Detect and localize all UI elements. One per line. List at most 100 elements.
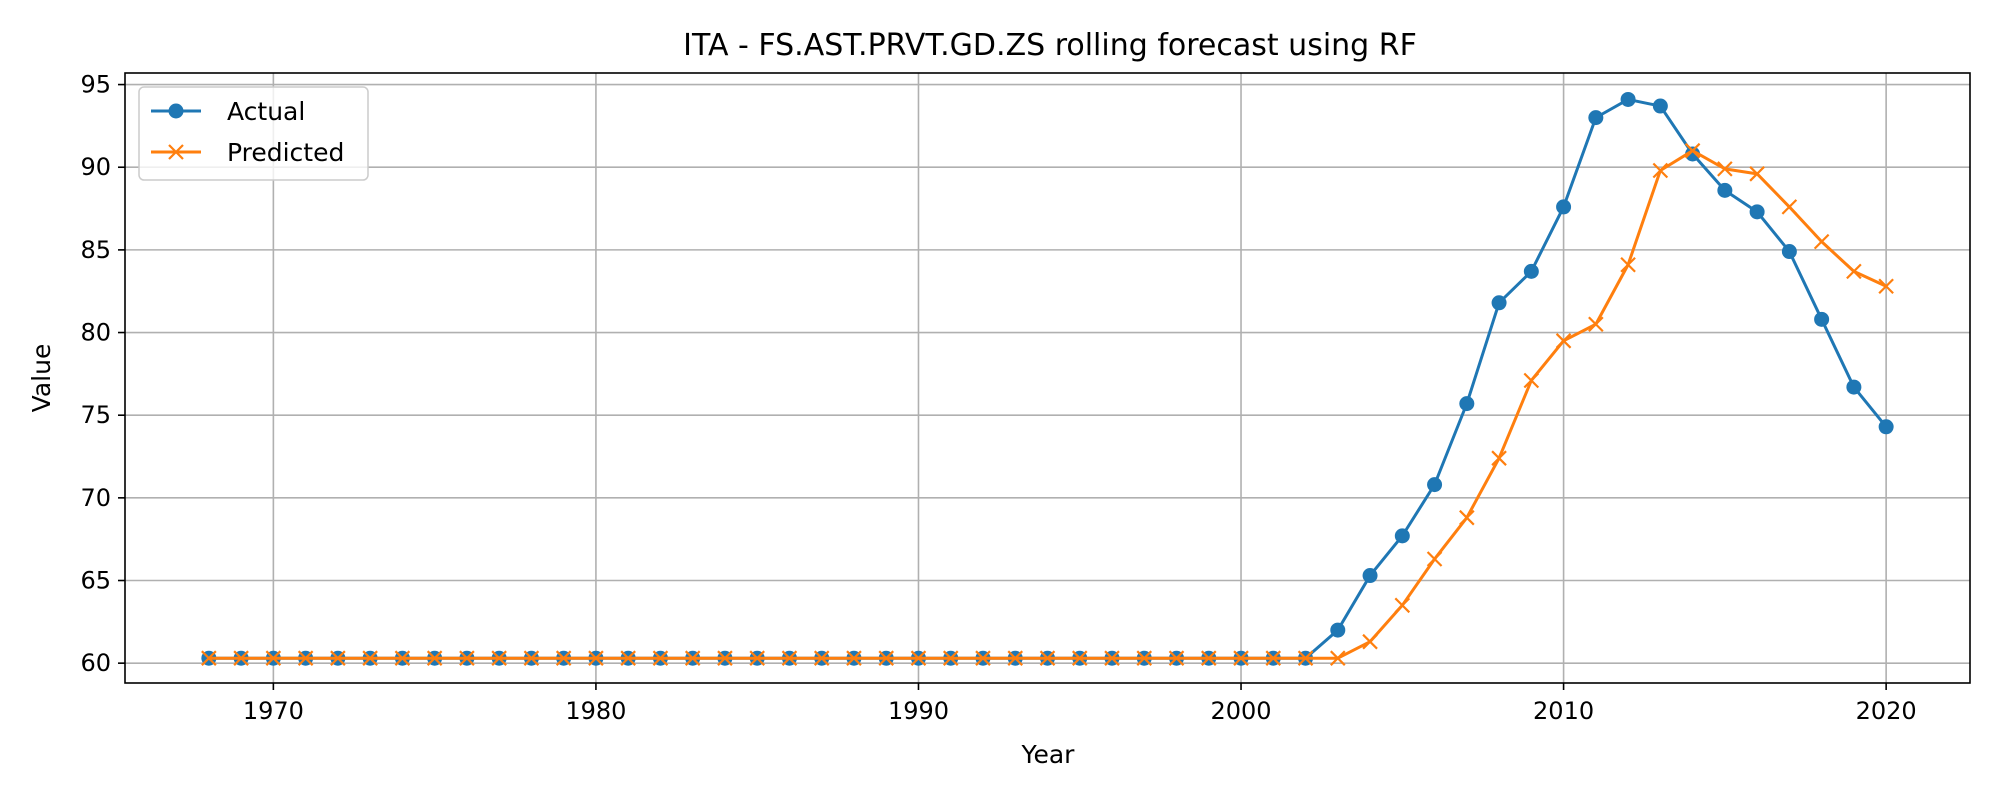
data-point xyxy=(1201,650,1217,666)
data-point xyxy=(684,650,701,666)
data-point xyxy=(1459,509,1475,526)
data-point xyxy=(1136,650,1153,666)
data-point xyxy=(1652,98,1668,114)
data-point xyxy=(330,650,346,666)
x-tick-label: 1980 xyxy=(565,697,626,725)
data-point xyxy=(1007,650,1024,666)
data-point xyxy=(1717,161,1733,177)
x-tick-label: 2010 xyxy=(1533,697,1594,725)
x-tick-label: 1970 xyxy=(243,697,304,725)
data-point xyxy=(1330,622,1346,638)
y-tick-label: 95 xyxy=(80,71,111,99)
data-point xyxy=(1555,333,1572,349)
data-point xyxy=(717,650,733,666)
series-actual xyxy=(201,91,1894,666)
series-line-predicted xyxy=(208,149,1887,660)
series-layer xyxy=(201,91,1894,666)
data-point xyxy=(1685,146,1701,162)
data-point xyxy=(1071,650,1088,666)
data-point xyxy=(233,650,249,666)
data-point xyxy=(1684,142,1701,159)
y-tick-label: 90 xyxy=(80,153,111,181)
data-point xyxy=(813,650,830,666)
data-point xyxy=(1652,162,1669,179)
plot-frame xyxy=(124,72,1971,684)
data-point xyxy=(1265,650,1282,666)
data-point xyxy=(910,650,927,666)
data-point xyxy=(1878,419,1894,435)
y-tick-label: 80 xyxy=(80,319,111,347)
data-point xyxy=(1717,182,1733,198)
data-point xyxy=(1330,650,1346,666)
data-point xyxy=(1427,477,1443,493)
data-point xyxy=(1588,316,1604,333)
series-predicted xyxy=(201,142,1894,666)
data-point xyxy=(781,650,798,666)
x-axis-title: Year xyxy=(1021,740,1076,769)
data-point xyxy=(1588,110,1604,126)
data-point xyxy=(1878,278,1894,295)
data-point xyxy=(1491,450,1507,466)
data-point xyxy=(1781,244,1797,260)
chart-title: ITA - FS.AST.PRVT.GD.ZS rolling forecast… xyxy=(683,28,1417,63)
y-tick-label: 85 xyxy=(80,236,111,264)
y-tick-label: 70 xyxy=(80,484,111,512)
data-point xyxy=(1168,650,1185,666)
y-tick-label: 75 xyxy=(80,401,111,429)
legend-actual-marker xyxy=(168,103,184,119)
data-point xyxy=(1523,372,1540,389)
legend-actual-label: Actual xyxy=(227,97,305,126)
data-point xyxy=(1749,204,1765,220)
data-point xyxy=(749,650,765,666)
data-point xyxy=(555,650,572,666)
axis-ticks: 1970 1980 1990 2000 2010 2020 60 65 70 75 80 85 90 95 xyxy=(80,71,1916,725)
x-tick-label: 2000 xyxy=(1210,697,1271,725)
data-point xyxy=(426,650,443,666)
data-point xyxy=(1620,256,1636,273)
data-point xyxy=(1039,650,1056,666)
series-line-actual xyxy=(208,97,1888,660)
data-point xyxy=(459,650,475,666)
data-point xyxy=(1459,396,1475,412)
legend-predicted-label: Predicted xyxy=(227,138,344,167)
data-point xyxy=(1394,597,1411,614)
data-point xyxy=(1814,311,1830,327)
data-point xyxy=(942,650,959,666)
legend-predicted-marker xyxy=(168,144,184,160)
data-point xyxy=(1426,551,1443,567)
data-point xyxy=(265,650,282,666)
data-point xyxy=(1491,295,1507,311)
y-tick-label: 60 xyxy=(80,649,111,677)
data-point xyxy=(620,650,636,666)
grid xyxy=(125,73,1970,683)
data-point xyxy=(1813,233,1830,250)
x-tick-label: 1990 xyxy=(888,697,949,725)
data-point xyxy=(1846,263,1862,280)
data-point xyxy=(1362,568,1378,584)
data-point xyxy=(1233,650,1249,666)
data-point xyxy=(362,650,378,666)
data-point xyxy=(491,650,507,666)
data-point xyxy=(1620,91,1636,107)
data-point xyxy=(297,650,314,666)
data-point xyxy=(394,650,411,666)
data-point xyxy=(1781,199,1798,215)
data-point xyxy=(1394,528,1410,544)
data-point xyxy=(201,650,217,666)
data-point xyxy=(588,650,604,666)
data-point xyxy=(975,650,991,666)
y-tick-label: 65 xyxy=(80,567,111,595)
data-point xyxy=(1556,199,1572,215)
y-axis-title: Value xyxy=(27,344,56,413)
data-point xyxy=(1749,166,1765,182)
data-point xyxy=(1362,633,1378,650)
legend: Actual Predicted xyxy=(138,86,369,181)
data-point xyxy=(1297,650,1314,666)
x-tick-label: 2020 xyxy=(1856,697,1917,725)
data-point xyxy=(1523,263,1539,279)
data-point xyxy=(1846,379,1862,395)
data-point xyxy=(1104,650,1120,666)
data-point xyxy=(652,650,669,666)
data-point xyxy=(846,650,862,666)
